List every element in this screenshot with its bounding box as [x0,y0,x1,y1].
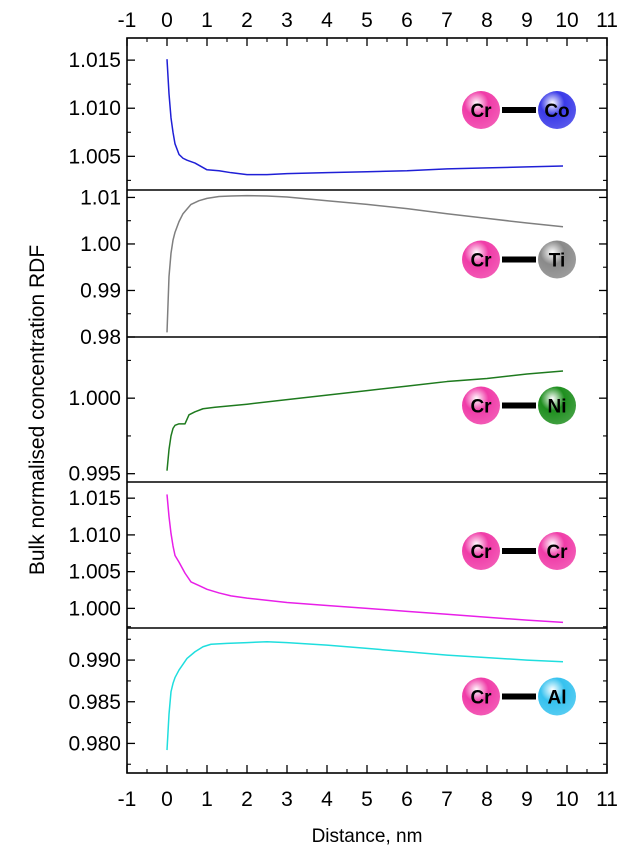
series-line [166,494,564,624]
panel-cr-co: 1.015 1.010 1.005 Cr Co [68,49,607,181]
x-tick-label-bottom: 5 [361,788,373,811]
series-line [166,194,564,333]
plot-area: -1-100112233445566778899101011111.0151.0… [68,9,617,811]
atom-co-icon [538,91,576,129]
x-tick-label-bottom: 9 [521,788,533,811]
series-line [166,59,564,176]
atom-label: Cr [470,101,492,122]
series-line [166,370,564,471]
bond-icon [502,402,536,409]
x-tick-label-bottom: 6 [401,788,413,811]
panel-cr-ti: 1.01 1.00 0.99 0.98 Cr Ti [80,186,607,349]
bond-icon [502,693,536,700]
x-tick-label-bottom: 2 [241,788,253,811]
atom-cr-icon [462,240,500,279]
x-tick-label-top: 9 [521,9,533,32]
atom-label: Cr [470,542,492,563]
y-tick-label: 1.015 [68,487,121,510]
bond-icon [502,256,536,263]
atom-ni-icon [538,386,576,425]
y-tick-label: 1.000 [68,387,121,410]
bond-icon [502,107,536,113]
x-tick-label-top: 1 [201,9,213,32]
x-tick-label-top: -1 [118,9,137,32]
x-tick-label-top: 7 [441,9,453,32]
y-tick-label: 1.010 [68,524,121,547]
y-tick-label: 1.000 [68,597,121,620]
x-tick-label-top: 2 [241,9,253,32]
atom-al-icon [538,677,576,716]
x-tick-label-top: 0 [161,9,173,32]
y-tick-label: 0.99 [80,279,121,302]
x-tick-label-bottom: 0 [161,788,173,811]
x-tick-label-bottom: 11 [596,788,618,811]
atom-label: Cr [470,397,492,418]
atom-cr-icon [462,386,500,425]
y-axis-title: Bulk normalised concentration RDF [26,245,49,575]
bond-icon [502,548,536,554]
x-tick-label-bottom: -1 [118,788,137,811]
x-tick-label-bottom: 3 [281,788,293,811]
y-tick-label: 1.01 [80,186,121,209]
x-tick-label-top: 5 [361,9,373,32]
x-axis-title: Distance, nm [312,826,423,847]
atom-label: Cr [546,542,568,563]
atom-label: Ni [548,397,567,418]
x-tick-label-top: 4 [321,9,333,32]
x-tick-label-bottom: 4 [321,788,333,811]
y-tick-label: 1.005 [68,561,121,584]
y-tick-label: 1.00 [80,233,121,256]
atom-cr-icon [462,677,500,716]
x-tick-label-top: 11 [596,9,618,32]
y-tick-label: 0.980 [68,732,121,755]
x-tick-label-bottom: 10 [555,788,578,811]
y-tick-label: 0.995 [68,463,121,486]
series-line [166,641,564,751]
x-tick-label-top: 3 [281,9,293,32]
atom-label: Cr [470,688,492,709]
y-tick-label: 1.005 [68,145,121,168]
x-tick-label-bottom: 8 [481,788,493,811]
x-tick-label-bottom: 7 [441,788,453,811]
atom-label: Ti [549,251,566,272]
y-tick-label: 0.990 [68,649,121,672]
atom-ti-icon [538,240,576,279]
panel-cr-ni: 1.000 0.995 Cr Ni [68,359,607,486]
atom-cr-icon [538,532,576,570]
panel-cr-cr: 1.015 1.010 1.005 1.000 Cr Cr [68,487,607,628]
y-tick-label: 1.015 [68,49,121,72]
y-tick-label: 1.010 [68,97,121,120]
atom-label: Cr [470,251,492,272]
atom-cr-icon [462,532,500,570]
x-tick-label-top: 8 [481,9,493,32]
atom-label: Al [548,688,567,709]
atom-cr-icon [462,91,500,129]
atom-label: Co [544,101,569,122]
panel-cr-al: 0.990 0.985 0.980 Cr Al [68,638,607,765]
x-tick-label-top: 6 [401,9,413,32]
x-tick-label-bottom: 1 [201,788,213,811]
x-tick-label-top: 10 [555,9,578,32]
y-tick-label: 0.98 [80,326,121,349]
y-tick-label: 0.985 [68,691,121,714]
